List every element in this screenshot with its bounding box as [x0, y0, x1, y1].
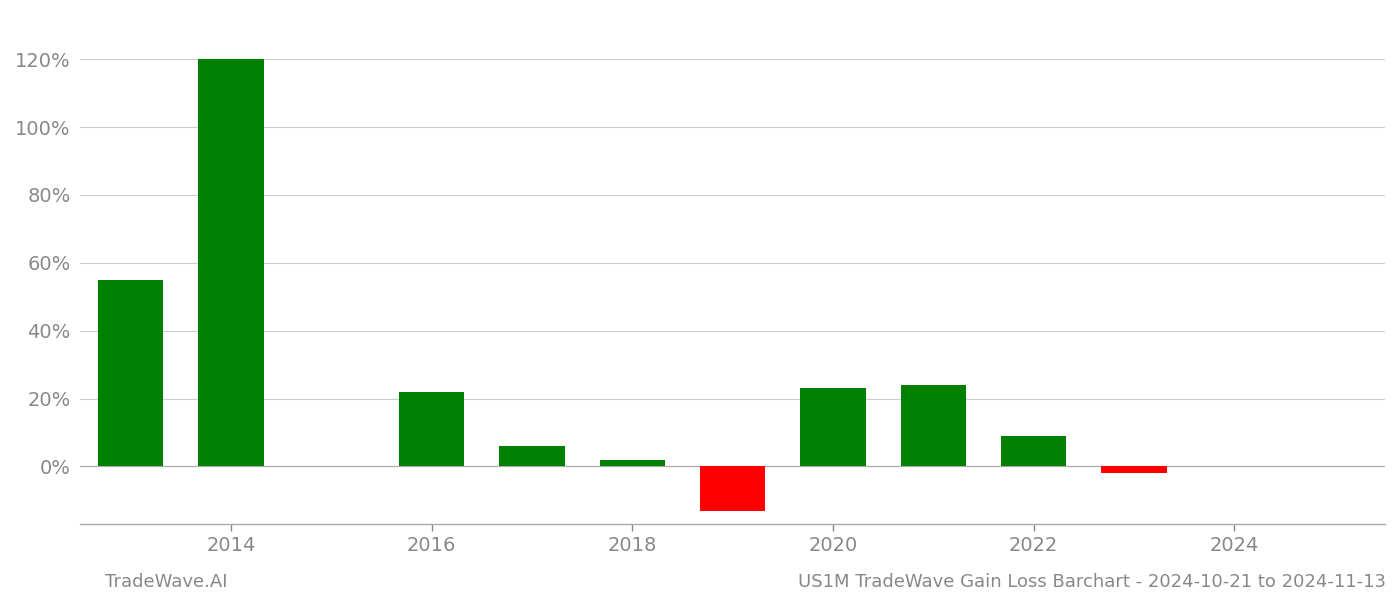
Bar — [700, 466, 766, 511]
Bar — [1001, 436, 1067, 466]
Text: US1M TradeWave Gain Loss Barchart - 2024-10-21 to 2024-11-13: US1M TradeWave Gain Loss Barchart - 2024… — [798, 573, 1386, 591]
Bar — [199, 59, 263, 466]
Bar — [500, 446, 564, 466]
Bar — [599, 460, 665, 466]
Bar — [900, 385, 966, 466]
Bar — [801, 388, 865, 466]
Bar — [399, 392, 465, 466]
Text: TradeWave.AI: TradeWave.AI — [105, 573, 227, 591]
Bar — [98, 280, 164, 466]
Bar — [1102, 466, 1166, 473]
